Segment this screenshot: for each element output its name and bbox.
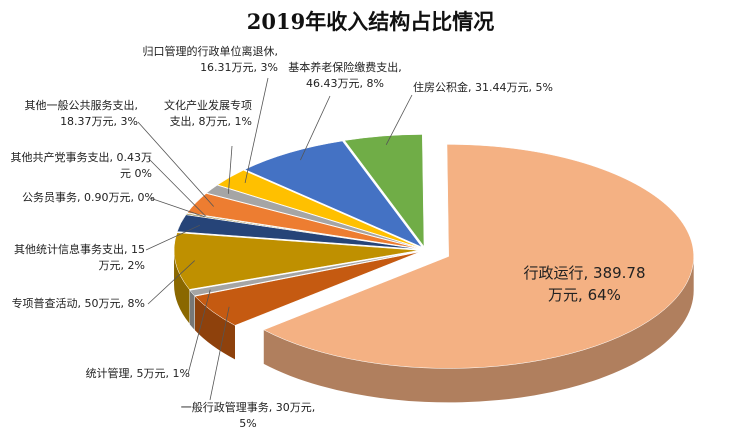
- chart-title: 2019年收入结构占比情况: [246, 9, 495, 34]
- pie-slice: [186, 212, 420, 250]
- data-label: 其他统计信息事务支出, 15万元, 2%: [14, 243, 145, 272]
- leader-line: [149, 197, 206, 218]
- slice-tops: [173, 134, 694, 369]
- pie-slice: [244, 140, 423, 248]
- data-label: 一般行政管理事务, 30万元, 5%: [180, 401, 316, 430]
- data-label: 公务员事务, 0.90万元, 0%: [22, 191, 155, 204]
- data-label: 基本养老保险缴费支出, 46.43万元, 8%: [288, 61, 402, 90]
- data-label: 文化产业发展专项支出, 8万元, 1%: [164, 99, 252, 128]
- pie-slice: [176, 214, 420, 250]
- pie-slice: [344, 134, 425, 248]
- leader-line: [145, 224, 201, 251]
- slice-side: [189, 290, 195, 330]
- pie-slice: [173, 232, 420, 290]
- data-label: 专项普查活动, 50万元, 8%: [11, 297, 145, 310]
- leader-line: [227, 145, 233, 194]
- leader-lines: [137, 77, 413, 401]
- pie-slice: [186, 193, 420, 249]
- leader-line: [187, 289, 211, 375]
- leader-line: [147, 157, 206, 217]
- pie-slice: [194, 251, 421, 326]
- leader-line: [147, 260, 196, 305]
- pie-slice: [206, 184, 420, 249]
- data-label: 归口管理的行政单位离退休, 16.31万元, 3%: [142, 45, 279, 74]
- slice-sides: [174, 250, 694, 403]
- data-label: 行政运行, 389.78万元, 64%: [523, 264, 646, 304]
- pie-slice: [263, 144, 694, 369]
- slice-side: [174, 250, 190, 324]
- leader-line: [209, 306, 230, 401]
- data-label: 其他一般公共服务支出, 18.37万元, 3%: [24, 99, 139, 128]
- leader-line: [385, 94, 413, 146]
- pie-slice: [189, 251, 420, 296]
- data-label: 其他共产党事务支出, 0.43万元 0%: [10, 151, 153, 180]
- leader-line: [137, 121, 214, 207]
- data-label: 统计管理, 5万元, 1%: [85, 367, 190, 380]
- slice-side: [263, 256, 694, 403]
- leader-line: [300, 95, 331, 161]
- data-label: 住房公积金, 31.44万元, 5%: [413, 81, 553, 94]
- slice-side: [194, 296, 235, 360]
- leader-line: [244, 77, 269, 184]
